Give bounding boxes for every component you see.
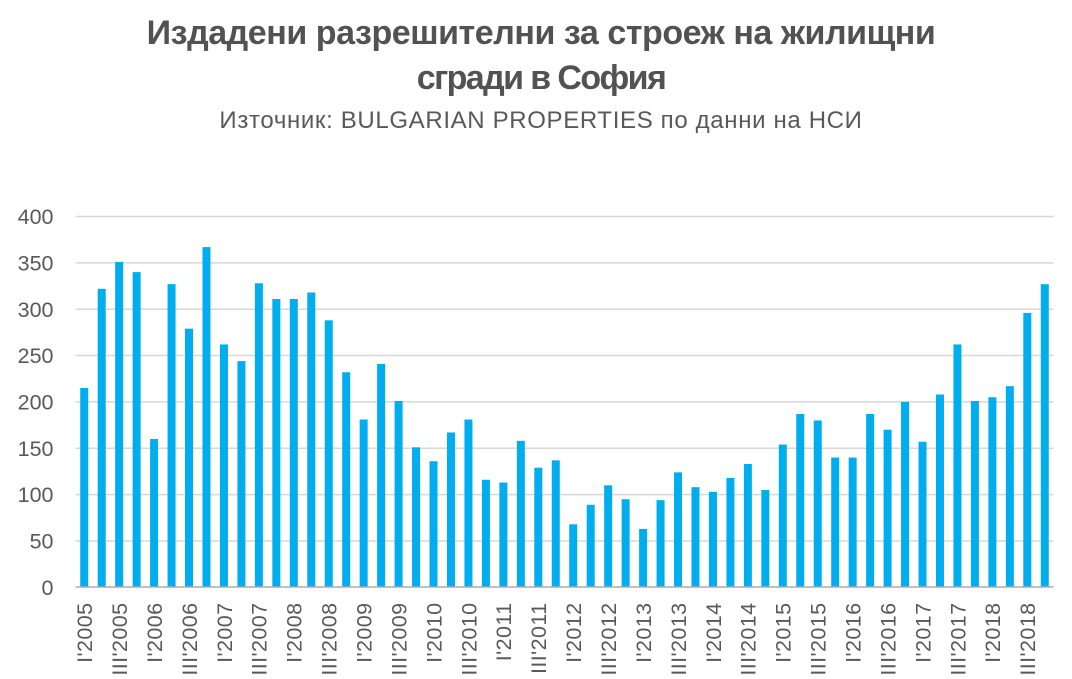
- svg-text:III'2013: III'2013: [667, 603, 691, 676]
- svg-text:I'2009: I'2009: [352, 603, 376, 663]
- svg-text:I'2011: I'2011: [492, 603, 516, 662]
- svg-text:I'2016: I'2016: [841, 603, 865, 663]
- svg-text:III'2010: III'2010: [457, 603, 481, 676]
- svg-text:I'2007: I'2007: [213, 603, 237, 663]
- svg-text:III'2011: III'2011: [527, 603, 551, 674]
- svg-text:I'2017: I'2017: [911, 603, 935, 663]
- svg-text:III'2005: III'2005: [108, 603, 132, 676]
- svg-text:I'2014: I'2014: [702, 603, 726, 663]
- svg-text:I'2008: I'2008: [283, 603, 307, 663]
- svg-text:I'2010: I'2010: [422, 603, 446, 663]
- svg-text:III'2012: III'2012: [597, 603, 621, 676]
- svg-text:I'2013: I'2013: [632, 603, 656, 663]
- svg-text:III'2017: III'2017: [946, 603, 970, 676]
- svg-text:III'2014: III'2014: [737, 603, 761, 676]
- svg-text:100: 100: [18, 483, 54, 507]
- svg-text:III'2008: III'2008: [318, 603, 342, 676]
- svg-text:200: 200: [18, 391, 54, 415]
- svg-text:I'2018: I'2018: [981, 602, 1005, 662]
- svg-text:I'2015: I'2015: [772, 603, 796, 663]
- svg-text:I'2006: I'2006: [143, 603, 167, 663]
- svg-text:III'2018: III'2018: [1016, 603, 1040, 676]
- svg-text:50: 50: [30, 530, 54, 554]
- svg-text:400: 400: [18, 205, 54, 229]
- svg-text:I'2005: I'2005: [73, 603, 97, 663]
- svg-text:0: 0: [42, 576, 54, 600]
- svg-text:150: 150: [18, 437, 54, 461]
- svg-text:III'2016: III'2016: [876, 603, 900, 676]
- svg-text:I'2012: I'2012: [562, 603, 586, 663]
- svg-text:300: 300: [18, 298, 54, 322]
- svg-text:III'2009: III'2009: [387, 603, 411, 676]
- svg-text:III'2007: III'2007: [248, 603, 272, 676]
- svg-text:III'2006: III'2006: [178, 603, 202, 676]
- svg-text:250: 250: [18, 344, 54, 368]
- svg-text:III'2015: III'2015: [807, 603, 831, 676]
- svg-text:350: 350: [18, 251, 54, 275]
